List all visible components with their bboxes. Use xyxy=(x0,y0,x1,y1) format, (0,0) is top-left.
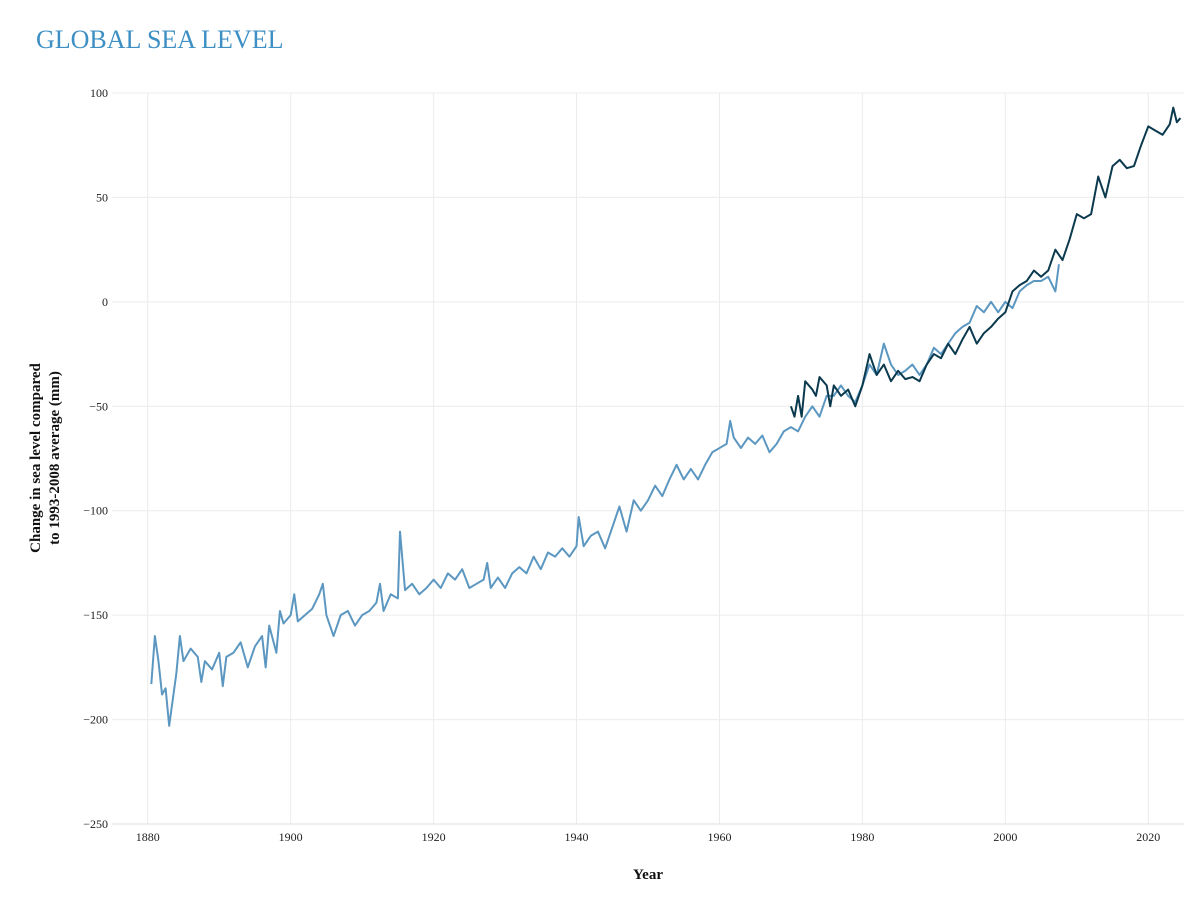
y-tick-label: −100 xyxy=(83,504,108,518)
y-tick-label: 100 xyxy=(90,86,108,100)
y-axis-title: Change in sea level compared to 1993-200… xyxy=(28,362,63,552)
x-tick-label: 1980 xyxy=(850,830,874,844)
chart-title: GLOBAL SEA LEVEL xyxy=(36,25,283,54)
series-line xyxy=(150,264,1060,727)
y-tick-label: −150 xyxy=(83,608,108,622)
y-tick-label: 50 xyxy=(96,190,108,204)
y-tick-label: −200 xyxy=(83,713,108,727)
x-tick-label: 1920 xyxy=(422,830,446,844)
x-tick-label: 1940 xyxy=(565,830,589,844)
y-tick-label: −50 xyxy=(89,399,108,413)
y-axis-title-line: to 1993-2008 average (mm) xyxy=(47,371,63,545)
x-tick-label: 2000 xyxy=(993,830,1017,844)
y-tick-label: 0 xyxy=(102,295,108,309)
x-tick-label: 2020 xyxy=(1136,830,1160,844)
x-tick-label: 1960 xyxy=(707,830,731,844)
y-tick-label: −250 xyxy=(83,817,108,831)
series-line xyxy=(789,106,1182,418)
x-tick-label: 1900 xyxy=(279,830,303,844)
x-tick-label: 1880 xyxy=(136,830,160,844)
y-axis-title-line: Change in sea level compared xyxy=(28,362,44,552)
x-axis-title: Year xyxy=(633,867,663,883)
